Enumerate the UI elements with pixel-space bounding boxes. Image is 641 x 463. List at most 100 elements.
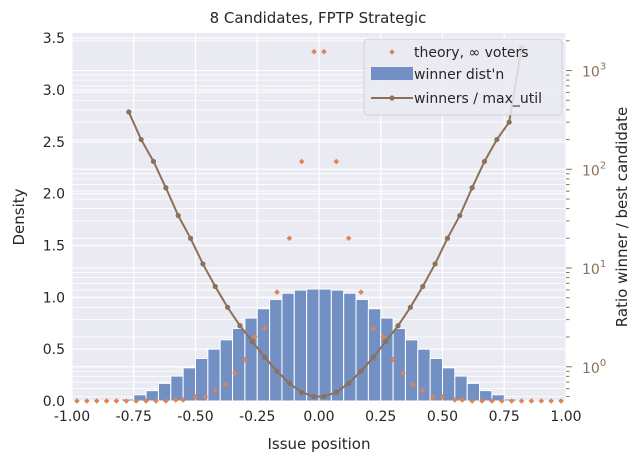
legend-label: winners / max_util (414, 91, 542, 107)
theory-point (333, 158, 340, 165)
legend-label: theory, ∞ voters (414, 45, 529, 61)
ratio-point (321, 393, 327, 400)
theory-point (345, 235, 352, 242)
histogram-bar (318, 288, 332, 402)
ratio-point (225, 304, 231, 310)
ratio-point (262, 354, 268, 360)
y-tick-label: 2.5 (43, 135, 65, 151)
ratio-point (383, 338, 389, 345)
theory-point (180, 397, 186, 403)
ratio-point (481, 158, 488, 165)
theory-point (459, 397, 466, 403)
y2-tick-label: 101 (582, 259, 606, 278)
ratio-point (249, 338, 255, 345)
ratio-point (274, 368, 280, 374)
theory-point (202, 394, 209, 400)
x-tick-label: 0.00 (303, 409, 334, 425)
y2-axis-title: Ratio winner / best candidate (613, 107, 631, 327)
theory-point (93, 398, 100, 404)
theory-point (452, 397, 458, 403)
ratio-point (175, 212, 181, 219)
y-axis-title: Density (10, 188, 28, 245)
ratio-point (395, 323, 401, 329)
theory-point (286, 235, 293, 242)
theory-point (518, 398, 525, 404)
theory-points (74, 48, 564, 404)
theory-point (242, 356, 248, 363)
x-tick-label: -0.25 (239, 409, 275, 425)
theory-point (133, 398, 140, 404)
chart-title: 8 Candidates, FPTP Strategic (210, 9, 427, 27)
legend-label: winner dist'n (414, 67, 504, 83)
x-tick-label: -0.50 (177, 409, 213, 425)
histogram-bar (392, 327, 406, 402)
ratio-point (311, 393, 317, 400)
theory-point (419, 387, 426, 394)
ratio-point (200, 261, 206, 267)
theory-point (153, 398, 159, 404)
theory-point (274, 289, 280, 295)
theory-point (143, 398, 149, 404)
ratio-point (494, 136, 500, 143)
theory-point (192, 394, 199, 400)
theory-point (498, 398, 505, 404)
theory-point (311, 48, 317, 55)
theory-point (212, 387, 219, 394)
legend: theory, ∞ voters winner dist'n winners / m… (363, 38, 563, 116)
theory-point (400, 370, 406, 376)
theory-point (469, 398, 475, 404)
histogram-bar (429, 357, 443, 402)
x-tick-label: -1.00 (54, 409, 90, 425)
ratio-point (138, 136, 144, 143)
theory-point (163, 398, 169, 404)
y2-tick-label: 100 (582, 358, 606, 377)
ratio-point (432, 261, 438, 267)
theory-point (103, 398, 110, 404)
y-tick-label: 1.5 (43, 239, 65, 255)
x-tick-label: 0.50 (427, 409, 458, 425)
theory-point (74, 398, 80, 404)
ratio-point (333, 389, 339, 395)
ratio-point (370, 354, 376, 360)
histogram-bar (306, 288, 320, 402)
ratio-point (212, 283, 218, 290)
histogram-bar (454, 375, 468, 402)
legend-line-marker (389, 95, 395, 101)
theory-point (261, 325, 268, 332)
x-axis-ticks: -1.00 -0.75 -0.50 -0.25 0.00 0.25 0.50 0.75 1.00 (54, 409, 582, 425)
histogram-bar (207, 348, 221, 402)
legend-box (363, 38, 563, 116)
x-tick-label: 1.00 (550, 409, 581, 425)
theory-point (84, 398, 90, 404)
y-tick-label: 1.0 (43, 290, 65, 306)
theory-point (528, 398, 535, 404)
histogram-bar (466, 382, 481, 402)
histogram-bar (219, 339, 234, 402)
histogram-bar (269, 298, 283, 402)
histogram-bar (232, 327, 246, 402)
ratio-point (346, 380, 352, 386)
ratio-point (286, 380, 292, 386)
y-tick-label: 2.0 (43, 187, 65, 203)
ratio-point (444, 235, 451, 241)
histogram-bar (330, 289, 345, 402)
histogram-bar (293, 289, 308, 402)
ratio-point (407, 304, 413, 310)
theory-point (489, 398, 495, 404)
theory-point (251, 333, 258, 340)
ratio-point (187, 235, 194, 241)
histogram-bar (195, 357, 209, 402)
histogram-bar (157, 382, 172, 402)
histogram-bar (170, 375, 184, 402)
ratio-point (163, 185, 169, 191)
theory-point (370, 325, 377, 332)
x-tick-label: 0.75 (489, 409, 520, 425)
theory-point (222, 381, 228, 388)
theory-point (298, 158, 305, 165)
ratio-point (299, 389, 305, 395)
theory-point (429, 394, 436, 400)
y-tick-label: 0.0 (43, 394, 65, 410)
ratio-point (150, 158, 157, 165)
theory-point (232, 370, 238, 376)
